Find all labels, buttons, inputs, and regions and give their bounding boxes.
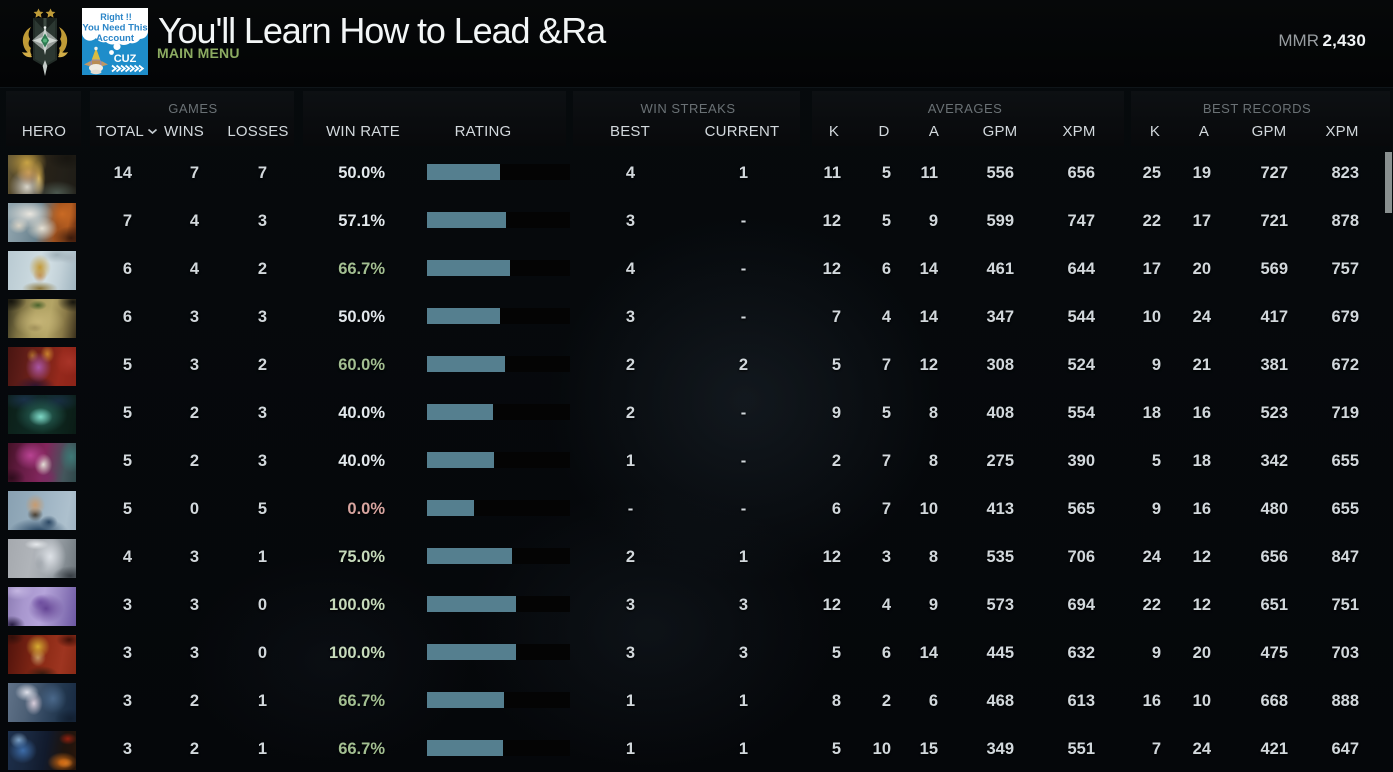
svg-text:Account: Account — [96, 33, 135, 44]
svg-text:Right !!: Right !! — [100, 12, 132, 22]
svg-text:CUZ: CUZ — [114, 53, 137, 65]
svg-text:You Need This: You Need This — [82, 23, 147, 34]
